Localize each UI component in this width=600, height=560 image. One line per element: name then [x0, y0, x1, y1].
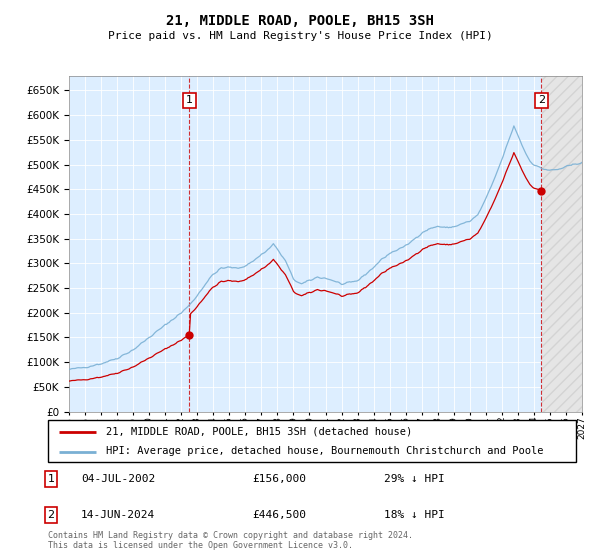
Text: 21, MIDDLE ROAD, POOLE, BH15 3SH: 21, MIDDLE ROAD, POOLE, BH15 3SH — [166, 14, 434, 28]
Text: 29% ↓ HPI: 29% ↓ HPI — [384, 474, 445, 484]
Text: £446,500: £446,500 — [252, 510, 306, 520]
Text: 1: 1 — [47, 474, 55, 484]
Text: Contains HM Land Registry data © Crown copyright and database right 2024.
This d: Contains HM Land Registry data © Crown c… — [48, 530, 413, 550]
Text: 21, MIDDLE ROAD, POOLE, BH15 3SH (detached house): 21, MIDDLE ROAD, POOLE, BH15 3SH (detach… — [106, 427, 412, 437]
Text: 04-JUL-2002: 04-JUL-2002 — [81, 474, 155, 484]
Text: HPI: Average price, detached house, Bournemouth Christchurch and Poole: HPI: Average price, detached house, Bour… — [106, 446, 544, 456]
Text: 14-JUN-2024: 14-JUN-2024 — [81, 510, 155, 520]
Text: 2: 2 — [47, 510, 55, 520]
Text: 18% ↓ HPI: 18% ↓ HPI — [384, 510, 445, 520]
Bar — [542, 76, 582, 412]
Text: £156,000: £156,000 — [252, 474, 306, 484]
Text: 2: 2 — [538, 95, 545, 105]
Text: 1: 1 — [186, 95, 193, 105]
Bar — [542, 76, 582, 412]
Text: Price paid vs. HM Land Registry's House Price Index (HPI): Price paid vs. HM Land Registry's House … — [107, 31, 493, 41]
